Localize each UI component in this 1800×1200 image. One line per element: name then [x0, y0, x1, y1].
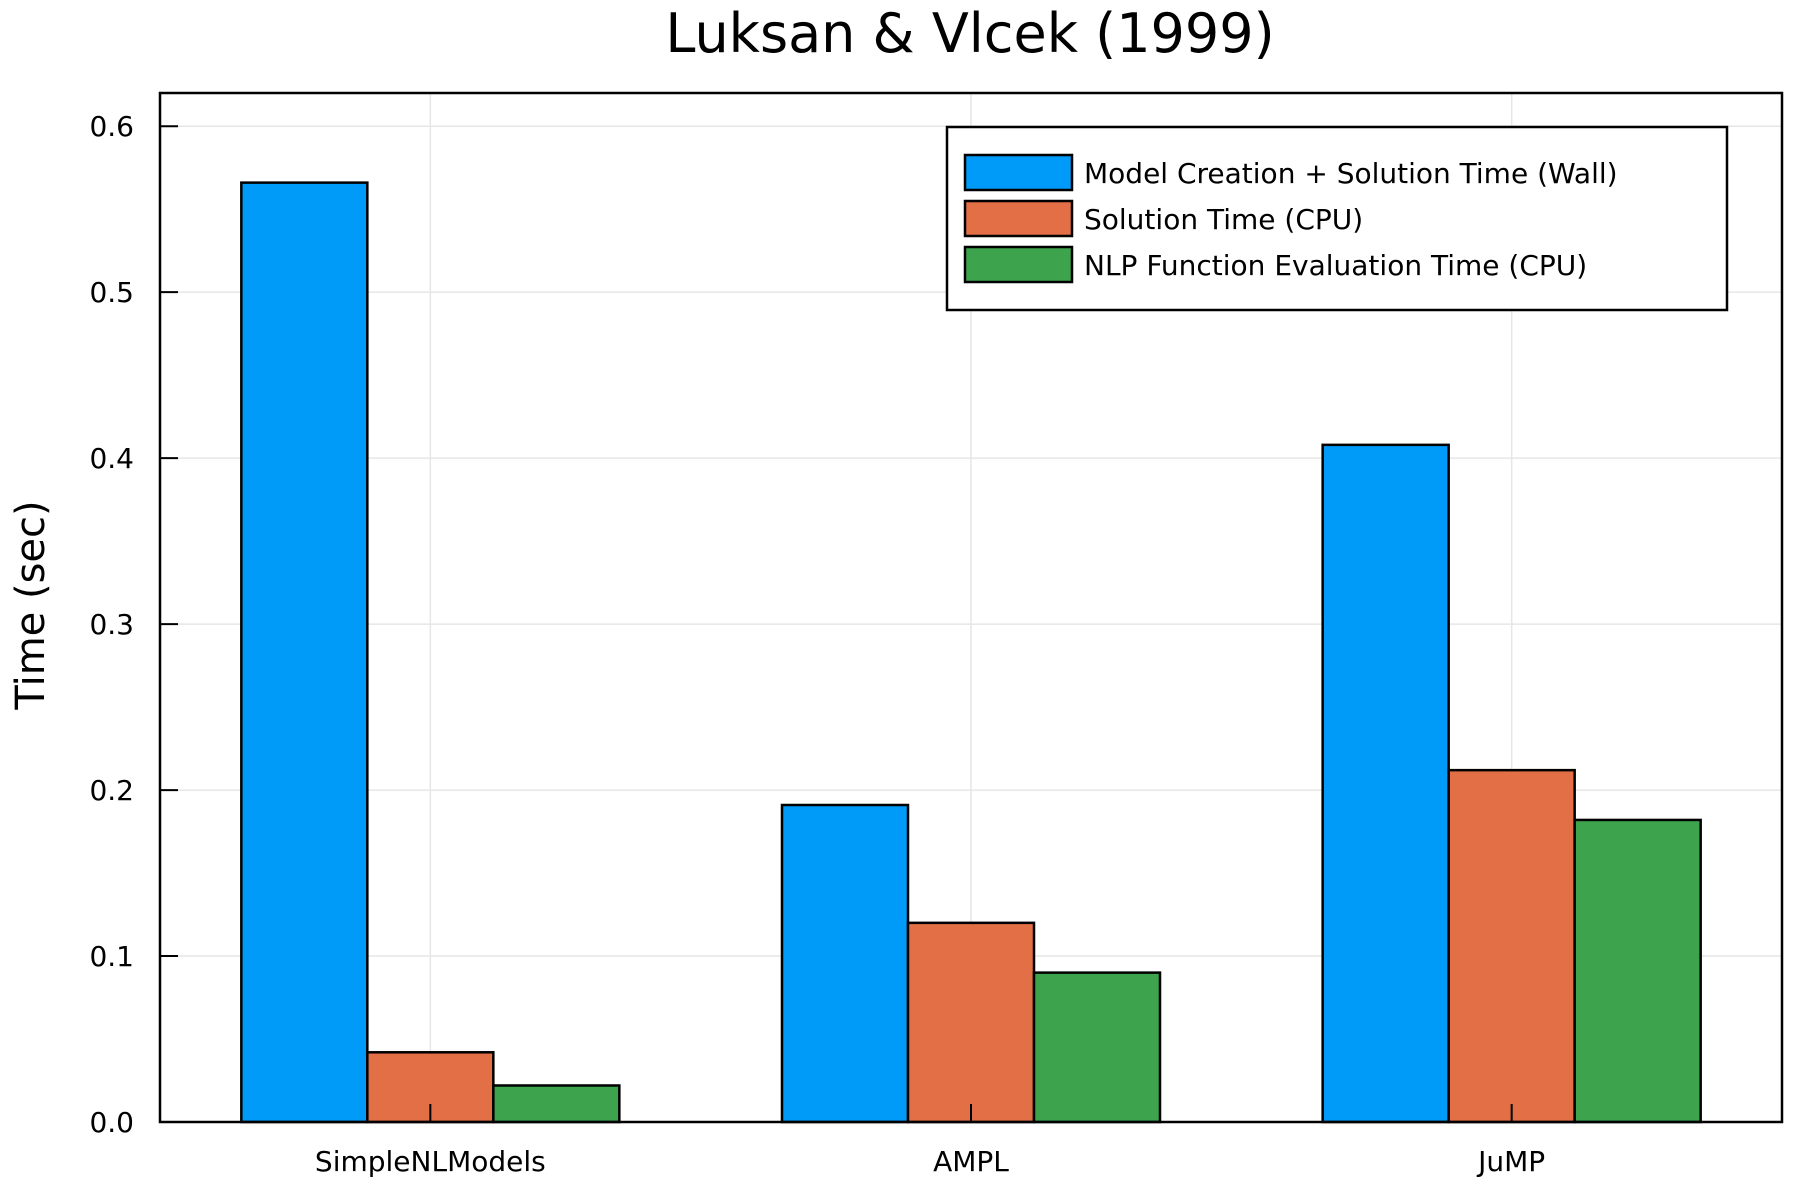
y-tick-label: 0.3: [89, 608, 134, 641]
bar-model-creation-solution-time-wall-jump: [1321, 443, 1450, 1124]
y-tick-label: 0.1: [89, 940, 134, 973]
legend-box: [945, 125, 1729, 312]
y-tick-label: 0.4: [89, 442, 134, 475]
y-tick-label: 0.0: [89, 1106, 134, 1139]
y-axis-ticks: 0.0 0.1 0.2 0.3 0.4 0.5 0.6: [89, 110, 178, 1139]
x-tick-label: SimpleNLModels: [315, 1145, 546, 1178]
y-axis-label: Time (sec): [8, 500, 54, 710]
legend-swatch: [963, 153, 1074, 192]
legend-label: Solution Time (CPU): [1084, 203, 1363, 236]
legend: Model Creation + Solution Time (Wall) Sol…: [945, 125, 1729, 312]
legend-label: NLP Function Evaluation Time (CPU): [1084, 249, 1587, 282]
legend-swatch: [963, 245, 1074, 284]
bar-nlp-function-evaluation-time-cpu-ampl: [1032, 971, 1162, 1124]
bar-solution-time-cpu-ampl: [906, 921, 1036, 1124]
x-tick-label: AMPL: [933, 1145, 1009, 1178]
bar-nlp-function-evaluation-time-cpu-jump: [1573, 818, 1702, 1124]
y-tick-label: 0.6: [89, 110, 134, 143]
chart-title: Luksan & Vlcek (1999): [665, 2, 1274, 65]
y-tick-label: 0.2: [89, 774, 134, 807]
bar-nlp-function-evaluation-time-cpu-simplenlmodels: [492, 1084, 621, 1124]
bar-model-creation-solution-time-wall-ampl: [780, 803, 910, 1124]
legend-swatch: [963, 199, 1074, 238]
x-tick-label: JuMP: [1476, 1145, 1545, 1178]
legend-items: Model Creation + Solution Time (Wall) Sol…: [963, 153, 1618, 284]
y-tick-label: 0.5: [89, 276, 134, 309]
x-axis-ticks: SimpleNLModels AMPL JuMP: [315, 1104, 1545, 1178]
bar-model-creation-solution-time-wall-simplenlmodels: [240, 181, 369, 1124]
legend-label: Model Creation + Solution Time (Wall): [1084, 157, 1618, 190]
bar-solution-time-cpu-jump: [1447, 768, 1576, 1124]
